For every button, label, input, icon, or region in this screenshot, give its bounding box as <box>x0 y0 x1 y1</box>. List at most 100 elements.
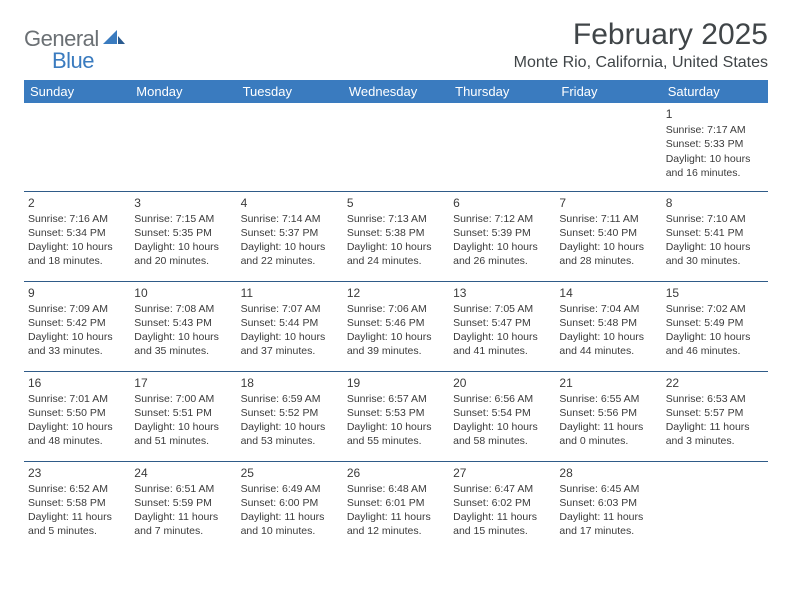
day-number: 5 <box>347 195 445 211</box>
day-number: 18 <box>241 375 339 391</box>
calendar-day-cell: 21Sunrise: 6:55 AMSunset: 5:56 PMDayligh… <box>555 371 661 461</box>
calendar-day-cell: 23Sunrise: 6:52 AMSunset: 5:58 PMDayligh… <box>24 461 130 551</box>
sunset-text: Sunset: 5:33 PM <box>666 137 764 151</box>
sunset-text: Sunset: 5:52 PM <box>241 406 339 420</box>
calendar-day-cell <box>343 103 449 191</box>
daylight-text: Daylight: 10 hours and 48 minutes. <box>28 420 126 448</box>
daylight-text: Daylight: 11 hours and 0 minutes. <box>559 420 657 448</box>
day-number: 26 <box>347 465 445 481</box>
day-number: 19 <box>347 375 445 391</box>
calendar-day-cell: 27Sunrise: 6:47 AMSunset: 6:02 PMDayligh… <box>449 461 555 551</box>
calendar-day-cell: 24Sunrise: 6:51 AMSunset: 5:59 PMDayligh… <box>130 461 236 551</box>
sunset-text: Sunset: 5:44 PM <box>241 316 339 330</box>
sunrise-text: Sunrise: 7:13 AM <box>347 212 445 226</box>
day-number: 22 <box>666 375 764 391</box>
day-number: 28 <box>559 465 657 481</box>
calendar-day-cell <box>662 461 768 551</box>
daylight-text: Daylight: 11 hours and 3 minutes. <box>666 420 764 448</box>
sunrise-text: Sunrise: 7:02 AM <box>666 302 764 316</box>
sunrise-text: Sunrise: 6:52 AM <box>28 482 126 496</box>
weekday-header-row: Sunday Monday Tuesday Wednesday Thursday… <box>24 80 768 103</box>
daylight-text: Daylight: 10 hours and 46 minutes. <box>666 330 764 358</box>
calendar-day-cell <box>237 103 343 191</box>
calendar-week-row: 16Sunrise: 7:01 AMSunset: 5:50 PMDayligh… <box>24 371 768 461</box>
daylight-text: Daylight: 10 hours and 39 minutes. <box>347 330 445 358</box>
calendar-day-cell: 9Sunrise: 7:09 AMSunset: 5:42 PMDaylight… <box>24 281 130 371</box>
calendar-day-cell: 18Sunrise: 6:59 AMSunset: 5:52 PMDayligh… <box>237 371 343 461</box>
sunrise-text: Sunrise: 6:49 AM <box>241 482 339 496</box>
day-number: 2 <box>28 195 126 211</box>
sunset-text: Sunset: 5:42 PM <box>28 316 126 330</box>
day-number: 6 <box>453 195 551 211</box>
daylight-text: Daylight: 10 hours and 22 minutes. <box>241 240 339 268</box>
calendar-day-cell: 4Sunrise: 7:14 AMSunset: 5:37 PMDaylight… <box>237 191 343 281</box>
calendar-table: Sunday Monday Tuesday Wednesday Thursday… <box>24 80 768 551</box>
sunrise-text: Sunrise: 7:14 AM <box>241 212 339 226</box>
weekday-header: Wednesday <box>343 80 449 103</box>
sunset-text: Sunset: 5:49 PM <box>666 316 764 330</box>
sunset-text: Sunset: 5:58 PM <box>28 496 126 510</box>
daylight-text: Daylight: 10 hours and 28 minutes. <box>559 240 657 268</box>
daylight-text: Daylight: 10 hours and 41 minutes. <box>453 330 551 358</box>
calendar-day-cell: 5Sunrise: 7:13 AMSunset: 5:38 PMDaylight… <box>343 191 449 281</box>
calendar-day-cell: 26Sunrise: 6:48 AMSunset: 6:01 PMDayligh… <box>343 461 449 551</box>
day-number: 4 <box>241 195 339 211</box>
sunset-text: Sunset: 5:39 PM <box>453 226 551 240</box>
daylight-text: Daylight: 10 hours and 35 minutes. <box>134 330 232 358</box>
daylight-text: Daylight: 11 hours and 17 minutes. <box>559 510 657 538</box>
calendar-day-cell: 19Sunrise: 6:57 AMSunset: 5:53 PMDayligh… <box>343 371 449 461</box>
sunset-text: Sunset: 5:51 PM <box>134 406 232 420</box>
calendar-day-cell: 12Sunrise: 7:06 AMSunset: 5:46 PMDayligh… <box>343 281 449 371</box>
sunset-text: Sunset: 5:50 PM <box>28 406 126 420</box>
daylight-text: Daylight: 11 hours and 15 minutes. <box>453 510 551 538</box>
daylight-text: Daylight: 10 hours and 20 minutes. <box>134 240 232 268</box>
calendar-week-row: 2Sunrise: 7:16 AMSunset: 5:34 PMDaylight… <box>24 191 768 281</box>
sunset-text: Sunset: 5:38 PM <box>347 226 445 240</box>
sunrise-text: Sunrise: 7:00 AM <box>134 392 232 406</box>
sunrise-text: Sunrise: 6:47 AM <box>453 482 551 496</box>
daylight-text: Daylight: 11 hours and 12 minutes. <box>347 510 445 538</box>
calendar-week-row: 1Sunrise: 7:17 AMSunset: 5:33 PMDaylight… <box>24 103 768 191</box>
sunrise-text: Sunrise: 7:17 AM <box>666 123 764 137</box>
sunrise-text: Sunrise: 7:08 AM <box>134 302 232 316</box>
logo-text-block: General Blue <box>24 26 125 74</box>
sunset-text: Sunset: 5:35 PM <box>134 226 232 240</box>
page-header: General Blue February 2025 Monte Rio, Ca… <box>24 18 768 74</box>
daylight-text: Daylight: 10 hours and 16 minutes. <box>666 152 764 180</box>
sunset-text: Sunset: 5:40 PM <box>559 226 657 240</box>
calendar-day-cell: 25Sunrise: 6:49 AMSunset: 6:00 PMDayligh… <box>237 461 343 551</box>
calendar-day-cell: 2Sunrise: 7:16 AMSunset: 5:34 PMDaylight… <box>24 191 130 281</box>
day-number: 21 <box>559 375 657 391</box>
day-number: 24 <box>134 465 232 481</box>
sunset-text: Sunset: 5:41 PM <box>666 226 764 240</box>
daylight-text: Daylight: 11 hours and 7 minutes. <box>134 510 232 538</box>
daylight-text: Daylight: 10 hours and 51 minutes. <box>134 420 232 448</box>
sunrise-text: Sunrise: 6:57 AM <box>347 392 445 406</box>
sunset-text: Sunset: 5:46 PM <box>347 316 445 330</box>
calendar-day-cell: 6Sunrise: 7:12 AMSunset: 5:39 PMDaylight… <box>449 191 555 281</box>
calendar-day-cell: 14Sunrise: 7:04 AMSunset: 5:48 PMDayligh… <box>555 281 661 371</box>
weekday-header: Sunday <box>24 80 130 103</box>
sunrise-text: Sunrise: 6:51 AM <box>134 482 232 496</box>
daylight-text: Daylight: 10 hours and 18 minutes. <box>28 240 126 268</box>
daylight-text: Daylight: 10 hours and 55 minutes. <box>347 420 445 448</box>
day-number: 9 <box>28 285 126 301</box>
sunrise-text: Sunrise: 7:15 AM <box>134 212 232 226</box>
day-number: 8 <box>666 195 764 211</box>
calendar-day-cell: 16Sunrise: 7:01 AMSunset: 5:50 PMDayligh… <box>24 371 130 461</box>
daylight-text: Daylight: 10 hours and 30 minutes. <box>666 240 764 268</box>
calendar-day-cell: 7Sunrise: 7:11 AMSunset: 5:40 PMDaylight… <box>555 191 661 281</box>
calendar-day-cell <box>555 103 661 191</box>
sunrise-text: Sunrise: 7:10 AM <box>666 212 764 226</box>
daylight-text: Daylight: 10 hours and 33 minutes. <box>28 330 126 358</box>
calendar-day-cell: 13Sunrise: 7:05 AMSunset: 5:47 PMDayligh… <box>449 281 555 371</box>
sunset-text: Sunset: 6:01 PM <box>347 496 445 510</box>
sunrise-text: Sunrise: 7:01 AM <box>28 392 126 406</box>
calendar-page: General Blue February 2025 Monte Rio, Ca… <box>0 0 792 569</box>
title-block: February 2025 Monte Rio, California, Uni… <box>514 18 768 72</box>
day-number: 14 <box>559 285 657 301</box>
sunrise-text: Sunrise: 6:53 AM <box>666 392 764 406</box>
day-number: 7 <box>559 195 657 211</box>
calendar-day-cell: 17Sunrise: 7:00 AMSunset: 5:51 PMDayligh… <box>130 371 236 461</box>
calendar-day-cell <box>24 103 130 191</box>
